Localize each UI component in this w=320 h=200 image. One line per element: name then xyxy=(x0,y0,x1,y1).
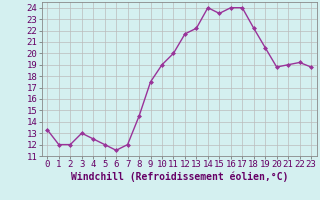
X-axis label: Windchill (Refroidissement éolien,°C): Windchill (Refroidissement éolien,°C) xyxy=(70,172,288,182)
